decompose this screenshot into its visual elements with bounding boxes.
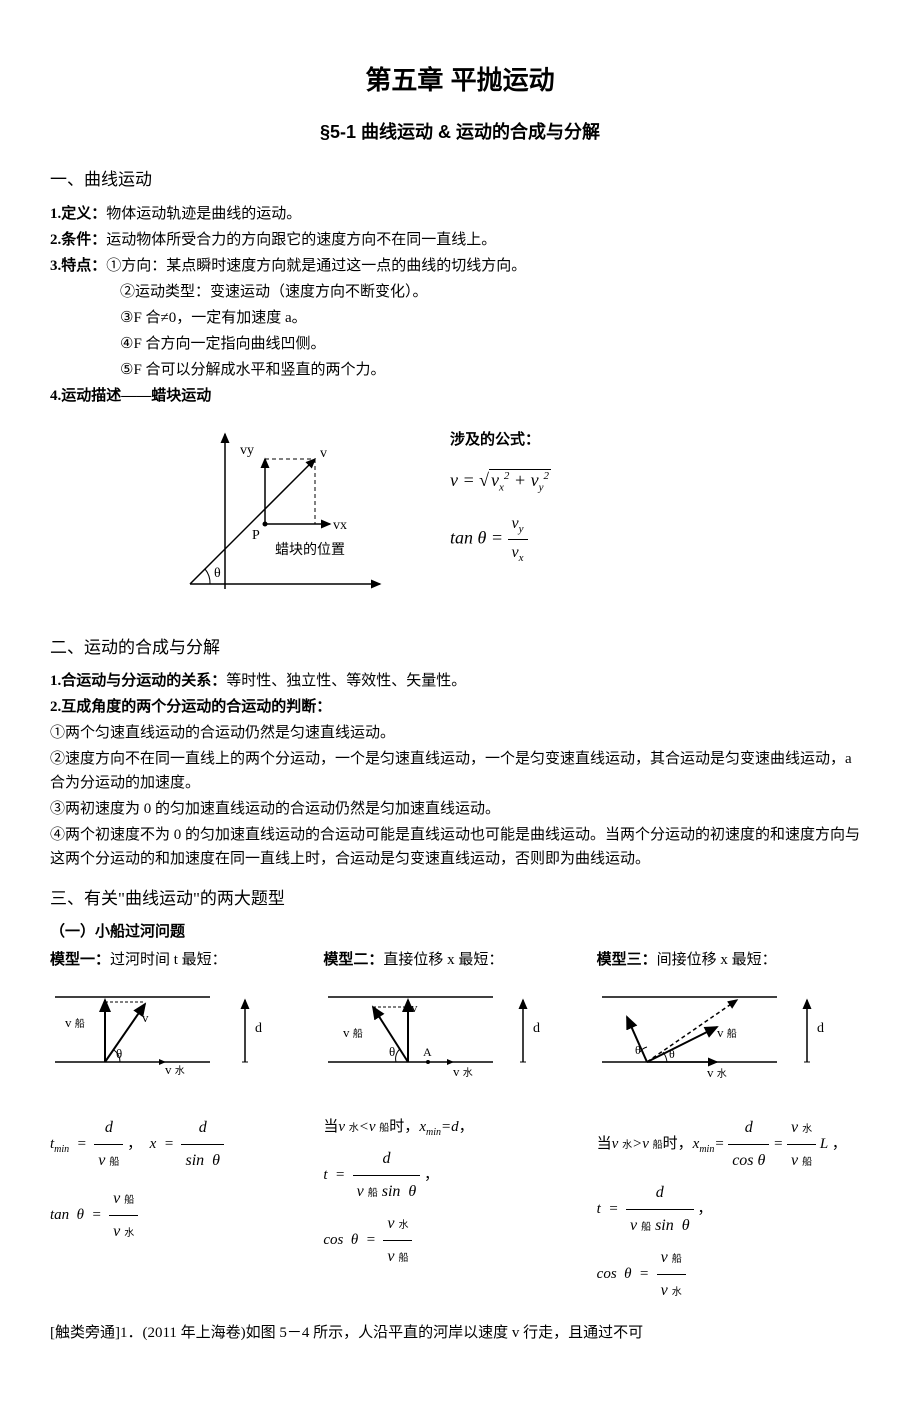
judge-4: ④两个初速度不为 0 的匀加速直线运动的合运动可能是直线运动也可能是曲线运动。当… <box>50 823 870 871</box>
model-3: 模型三：间接位移 x 最短： <box>597 948 870 972</box>
features-3: ③F 合≠0，一定有加速度 a。 <box>50 306 870 330</box>
formula-block: 涉及的公式： v = √vx2 + vy2 tan θ = vyvx <box>450 418 551 582</box>
features-5: ⑤F 合可以分解成水平和竖直的两个力。 <box>50 358 870 382</box>
svg-text:d: d <box>817 1021 824 1036</box>
judge-1: ①两个匀速直线运动的合运动仍然是匀速直线运动。 <box>50 721 870 745</box>
svg-text:v 船: v 船 <box>717 1025 737 1040</box>
features-2: ②运动类型：变速运动（速度方向不断变化）。 <box>50 280 870 304</box>
label-v: v <box>320 446 327 461</box>
svg-text:θ: θ <box>116 1046 122 1061</box>
svg-text:θ: θ <box>635 1043 641 1057</box>
model-2-diagram: v 船 v θ A v 水 d <box>323 982 596 1090</box>
svg-text:v 船: v 船 <box>343 1025 363 1040</box>
svg-text:v: v <box>411 1000 418 1015</box>
condition: 2.条件：运动物体所受合力的方向跟它的速度方向不在同一直线上。 <box>50 228 870 252</box>
relation: 1.合运动与分运动的关系：等时性、独立性、等效性、矢量性。 <box>50 669 870 693</box>
svg-text:v 船: v 船 <box>65 1015 85 1030</box>
features-4: ④F 合方向一定指向曲线凹侧。 <box>50 332 870 356</box>
model-3-formulas: 当v 水>v 船时，xmin= dcos θ = v 水v 船 L ， t = … <box>597 1112 870 1307</box>
label-theta: θ <box>214 566 221 581</box>
footer-text: [触类旁通]1．(2011 年上海卷)如图 5－4 所示，人沿平直的河岸以速度 … <box>50 1321 870 1345</box>
svg-text:d: d <box>255 1021 262 1036</box>
judge-label: 2.互成角度的两个分运动的合运动的判断： <box>50 695 870 719</box>
heading-composition: 二、运动的合成与分解 <box>50 634 870 661</box>
model-3-diagram: v 船 θ θ v 水 d <box>597 982 870 1090</box>
judge-2: ②速度方向不在同一直线上的两个分运动，一个是匀速直线运动，一个是匀变速直线运动，… <box>50 747 870 795</box>
label-vy: vy <box>240 443 254 458</box>
svg-text:v: v <box>142 1010 149 1025</box>
formula-title: 涉及的公式： <box>450 428 551 452</box>
svg-text:d: d <box>533 1021 540 1036</box>
label-P: P <box>252 528 260 543</box>
motion-description-label: 4.运动描述——蜡块运动 <box>50 384 870 408</box>
judge-3: ③两初速度为 0 的匀加速直线运动的合运动仍然是匀加速直线运动。 <box>50 797 870 821</box>
section-title: §5-1 曲线运动 & 运动的合成与分解 <box>50 118 870 147</box>
svg-text:v 水: v 水 <box>453 1064 473 1079</box>
svg-text:v 水: v 水 <box>165 1062 185 1077</box>
model-2-formulas: 当v 水<v 船时，xmin=d， t = dv 船 sin θ ， cos θ… <box>323 1112 596 1307</box>
heading-problems: 三、有关"曲线运动"的两大题型 <box>50 885 870 912</box>
wax-block-diagram: vy v P vx θ 蜡块的位置 <box>170 424 390 612</box>
models-row: 模型一：过河时间 t 最短： 模型二：直接位移 x 最短： 模型三：间接位移 x… <box>50 948 870 972</box>
svg-text:A: A <box>423 1045 432 1059</box>
model-2: 模型二：直接位移 x 最短： <box>323 948 596 972</box>
model-1: 模型一：过河时间 t 最短： <box>50 948 323 972</box>
model-1-formulas: tmin = dv 船 ， x = dsin θ tan θ = v 船v 水 <box>50 1112 323 1307</box>
formula-v: v = √vx2 + vy2 <box>450 466 551 497</box>
formula-tan: tan θ = vyvx <box>450 511 551 568</box>
model-1-diagram: v 船 v θ v 水 d <box>50 982 323 1090</box>
svg-text:θ: θ <box>669 1047 675 1061</box>
heading-curvilinear: 一、曲线运动 <box>50 166 870 193</box>
svg-text:v 水: v 水 <box>707 1065 727 1080</box>
features-1: 3.特点：①方向：某点瞬时速度方向就是通过这一点的曲线的切线方向。 <box>50 254 870 278</box>
svg-text:θ: θ <box>389 1044 395 1059</box>
diagram-caption: 蜡块的位置 <box>275 542 345 558</box>
definition: 1.定义：物体运动轨迹是曲线的运动。 <box>50 202 870 226</box>
chapter-title: 第五章 平抛运动 <box>50 60 870 102</box>
boat-label: （一）小船过河问题 <box>50 920 870 944</box>
label-vx: vx <box>333 518 347 533</box>
